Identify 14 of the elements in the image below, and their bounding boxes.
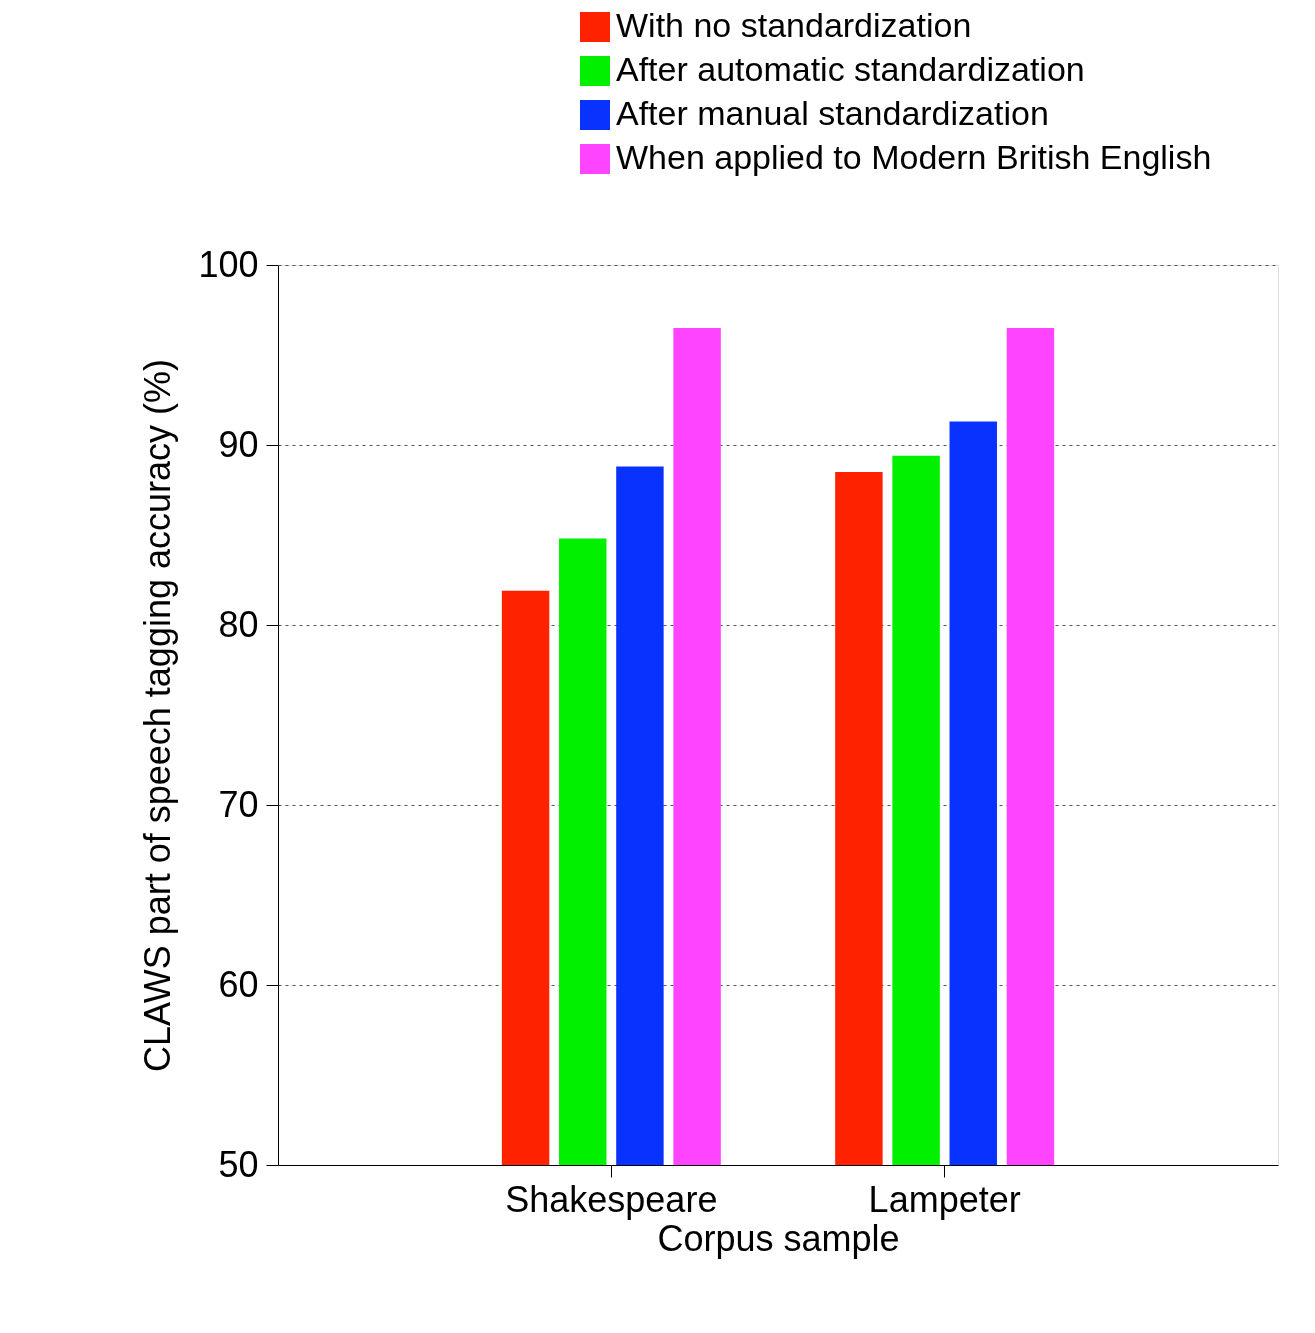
x-tick-label: Shakespeare [505,1178,718,1220]
legend-label: After manual standardization [616,94,1049,132]
y-axis-title: CLAWS part of speech tagging accuracy (%) [137,359,179,1072]
x-axis-title: Corpus sample [657,1217,900,1259]
y-tick-label: 80 [218,603,259,645]
y-tick-label: 60 [218,963,259,1005]
x-tick-label: Lampeter [868,1178,1021,1220]
y-tick-label: 90 [218,423,259,465]
y-tick-label: 70 [218,783,259,825]
legend-label: When applied to Modern British English [616,138,1212,176]
y-tick-label: 100 [198,243,259,285]
y-tick-label: 50 [218,1143,259,1185]
legend-label: After automatic standardization [616,50,1085,88]
legend-label: With no standardization [616,6,972,44]
